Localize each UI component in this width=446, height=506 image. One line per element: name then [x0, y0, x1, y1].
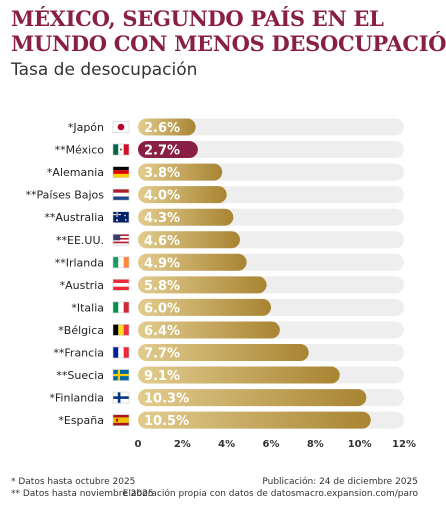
- category-label: *Austria: [60, 279, 104, 292]
- bar: [138, 344, 309, 361]
- footnote-november: ** Datos hasta noviembre 2025: [11, 489, 154, 499]
- chart-title-line-1: MÉXICO, SEGUNDO PAÍS EN EL: [11, 6, 384, 31]
- value-label: 5.8%: [144, 279, 180, 294]
- value-label: 10.3%: [144, 392, 189, 407]
- x-tick-label: 4%: [218, 439, 235, 450]
- x-tick-label: 0: [135, 439, 142, 450]
- category-label: *Bélgica: [58, 324, 104, 337]
- publication-date: Publicación: 24 de diciembre 2025: [262, 477, 418, 487]
- category-label: **Irlanda: [55, 256, 104, 269]
- bar: [138, 366, 340, 384]
- bar: [138, 163, 223, 181]
- value-label: 4.6%: [144, 234, 180, 249]
- spain-flag-icon: [112, 414, 130, 426]
- category-label: *Finlandia: [49, 392, 104, 405]
- chart-subtitle: Tasa de desocupación: [11, 60, 198, 80]
- value-label: 7.7%: [144, 347, 180, 362]
- chart-title: MÉXICO, SEGUNDO PAÍS EN EL MUNDO CON MEN…: [11, 6, 446, 56]
- usa-flag-icon: [112, 233, 130, 246]
- value-label: 3.8%: [144, 166, 180, 181]
- value-label: 6.4%: [144, 324, 180, 339]
- bar: [138, 276, 267, 294]
- value-label: 2.6%: [144, 121, 180, 136]
- category-label: **Australia: [44, 211, 104, 224]
- mexico-flag-icon: [112, 143, 130, 156]
- category-label: *España: [58, 414, 104, 427]
- x-tick-label: 10%: [348, 439, 372, 450]
- category-label: **Francia: [53, 347, 104, 360]
- italy-flag-icon: [112, 301, 130, 314]
- data-source: Elaboración propia con datos de datosmac…: [122, 489, 418, 499]
- bar-highlight: [138, 141, 198, 159]
- bar: [138, 389, 367, 407]
- x-tick-label: 2%: [174, 439, 191, 450]
- footnote-october: * Datos hasta octubre 2025: [11, 477, 136, 487]
- bar: [138, 118, 196, 136]
- bar: [138, 231, 240, 249]
- value-label: 4.3%: [144, 211, 180, 226]
- category-label: **México: [55, 144, 105, 157]
- x-tick-label: 12%: [392, 439, 416, 450]
- netherlands-flag-icon: [112, 188, 130, 201]
- ireland-flag-icon: [112, 256, 130, 269]
- category-label: *Alemania: [47, 166, 104, 179]
- category-label: **EE.UU.: [56, 234, 104, 247]
- finland-flag-icon: [112, 391, 130, 404]
- value-label: 6.0%: [144, 301, 180, 316]
- value-label: 4.0%: [144, 189, 180, 204]
- bar: [138, 298, 271, 316]
- bar-chart: *Japón **México *Alemania **Países Bajos **A…: [26, 118, 416, 450]
- sweden-flag-icon: [112, 369, 130, 381]
- x-tick-label: 6%: [263, 439, 280, 450]
- chart-title-line-2: MUNDO CON MENOS DESOCUPACIÓN: [11, 31, 446, 56]
- category-label: **Países Bajos: [26, 189, 105, 202]
- austria-flag-icon: [112, 279, 130, 291]
- category-label: *Italia: [71, 301, 104, 314]
- x-tick-label: 8%: [307, 439, 324, 450]
- france-flag-icon: [112, 346, 130, 359]
- belgium-flag-icon: [112, 324, 130, 336]
- category-label: **Suecia: [56, 369, 104, 382]
- japan-flag-icon: [112, 121, 130, 133]
- category-label: *Japón: [68, 121, 104, 134]
- bar: [138, 253, 247, 271]
- australia-flag-icon: [112, 211, 130, 223]
- bar-track: [138, 141, 404, 159]
- value-label: 4.9%: [144, 256, 180, 271]
- bar: [138, 411, 371, 429]
- germany-flag-icon: [112, 166, 130, 178]
- value-label: 10.5%: [144, 414, 189, 429]
- value-label: 2.7%: [144, 144, 180, 159]
- value-label: 9.1%: [144, 369, 180, 384]
- bar: [138, 321, 280, 339]
- bar: [138, 186, 227, 204]
- bar: [138, 208, 234, 226]
- bar-track: [138, 118, 404, 136]
